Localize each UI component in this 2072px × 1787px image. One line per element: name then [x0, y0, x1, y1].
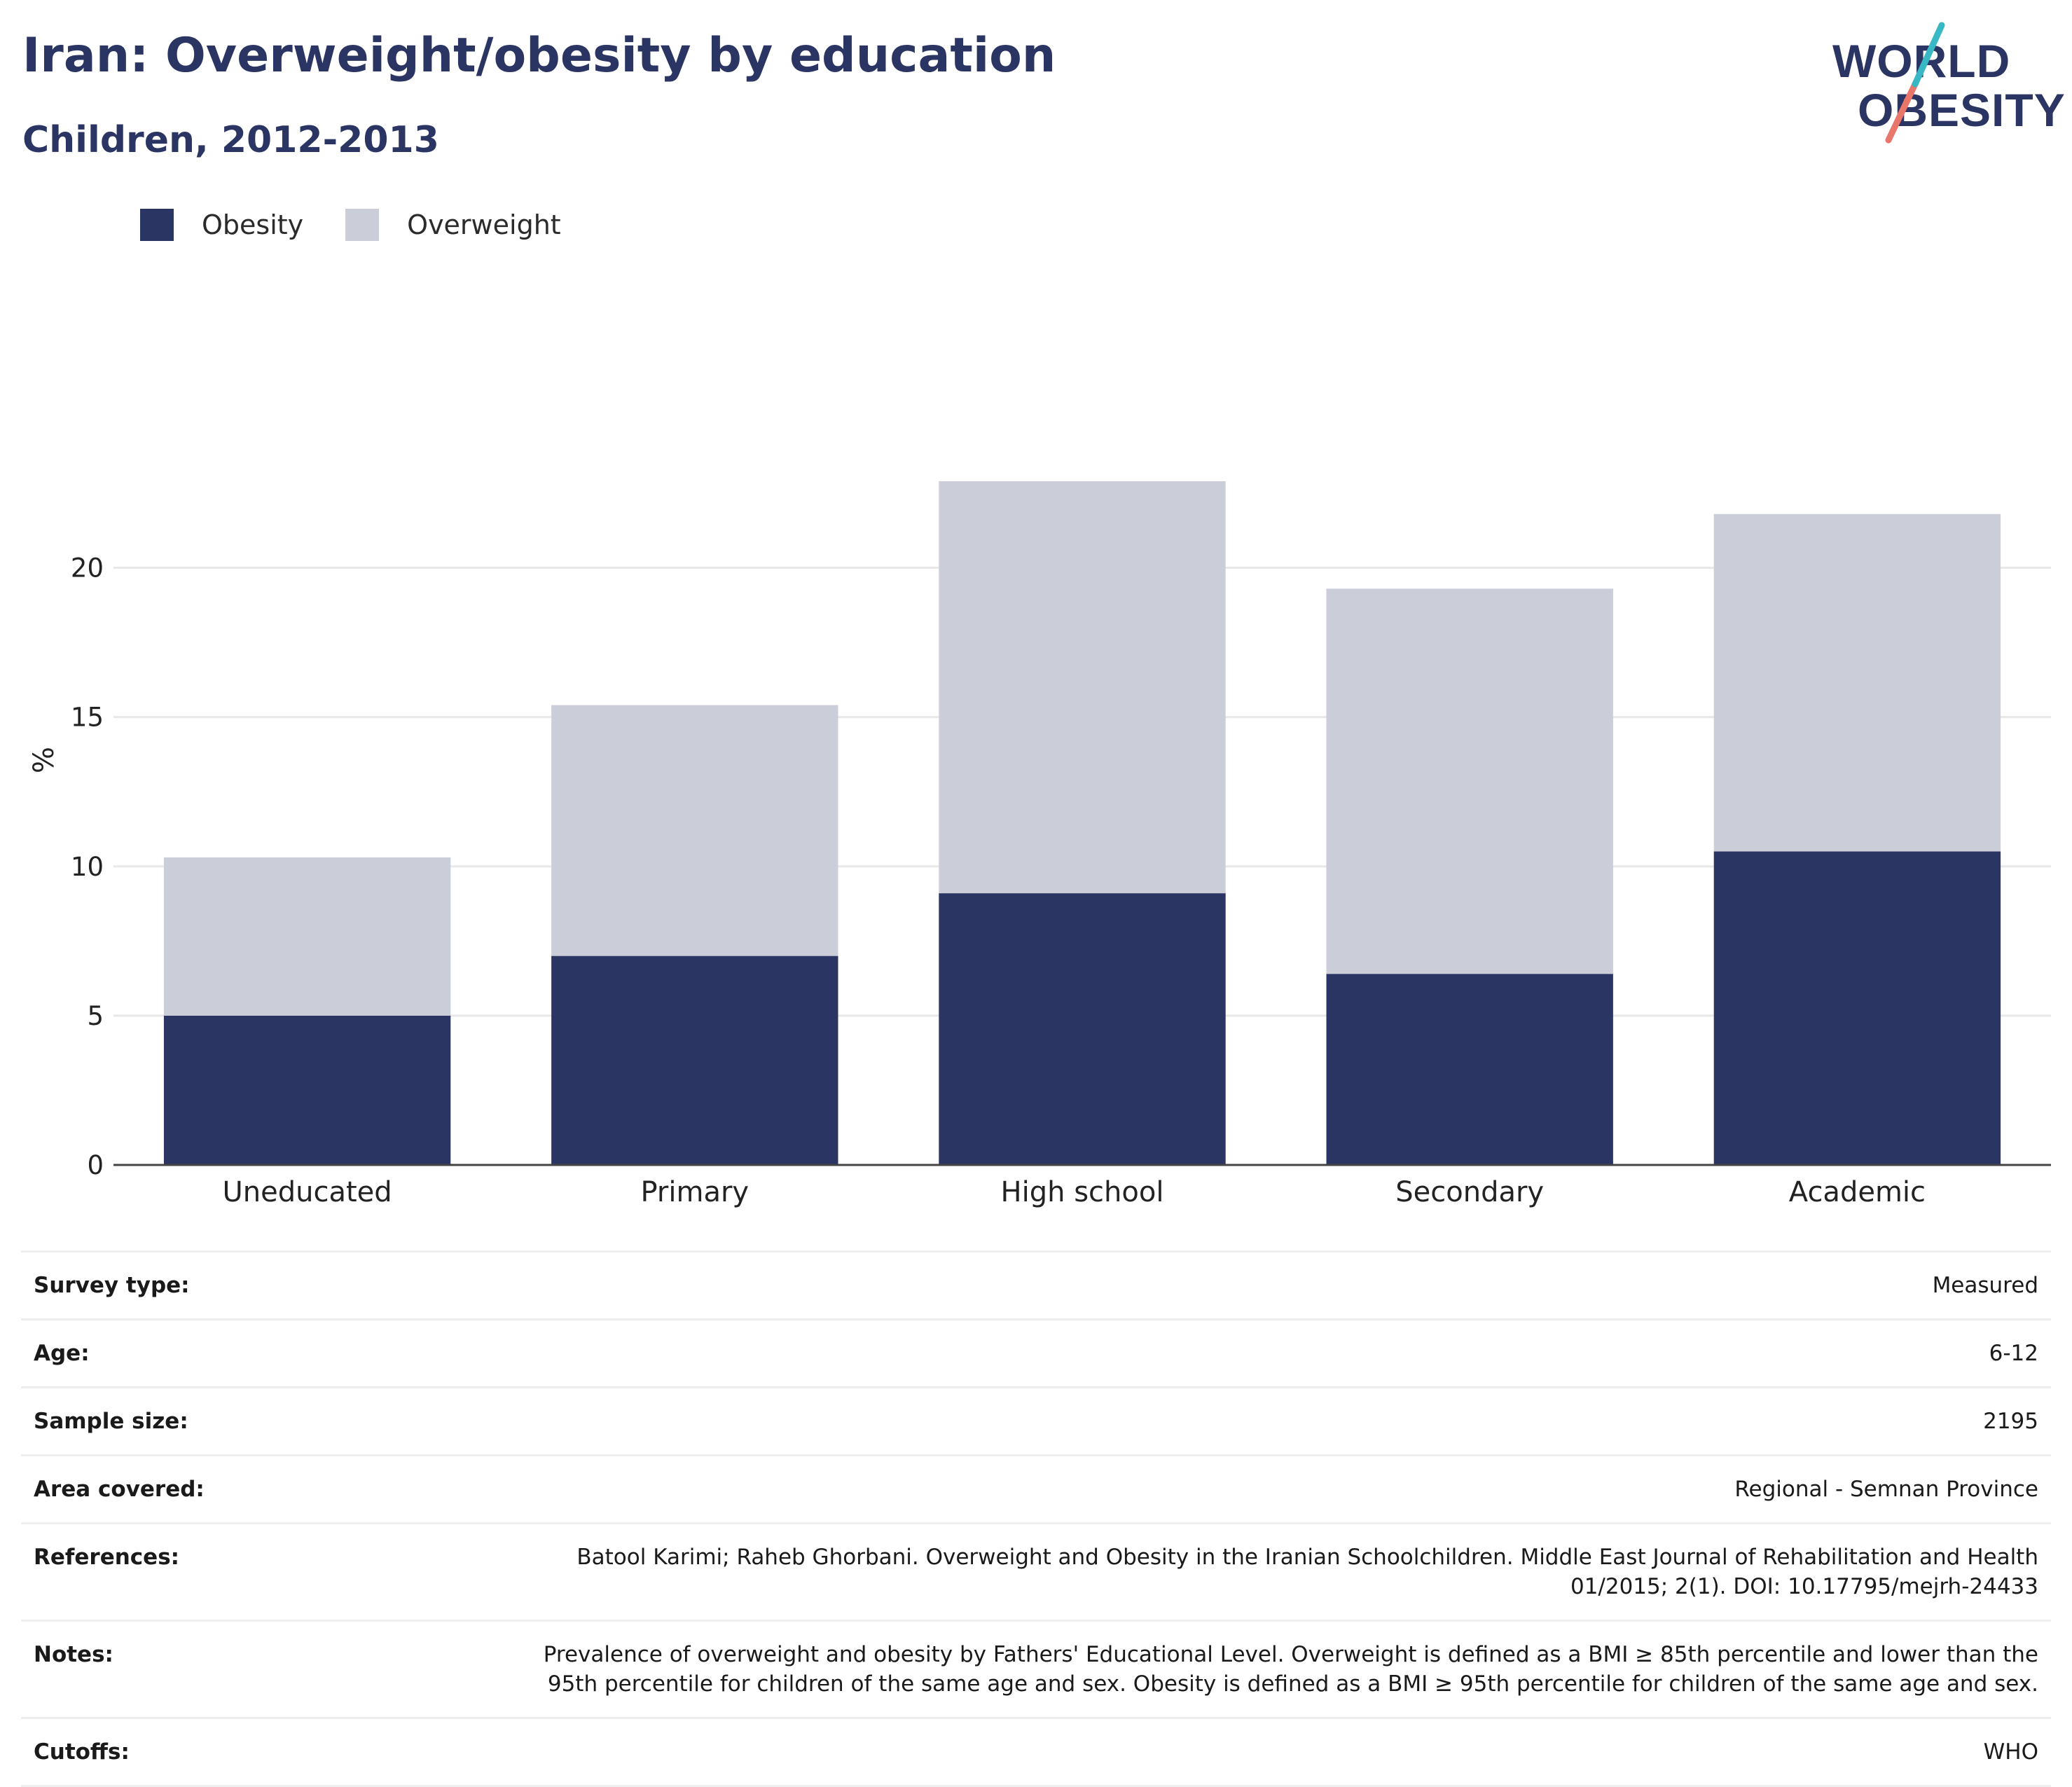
- legend-label-overweight: Overweight: [407, 209, 561, 240]
- bar-overweight[interactable]: [1326, 588, 1613, 974]
- info-row: Sample size: 2195: [21, 1387, 2051, 1456]
- world-obesity-logo: WORLD OBESITY: [1821, 21, 2065, 147]
- info-value: Prevalence of overweight and obesity by …: [543, 1642, 2038, 1697]
- info-row: Age: 6-12: [21, 1319, 2051, 1388]
- x-category-label: Secondary: [1395, 1176, 1544, 1208]
- info-value: 2195: [1983, 1409, 2038, 1434]
- bar-obesity[interactable]: [1713, 851, 2001, 1165]
- legend-swatch-overweight: [345, 209, 380, 241]
- bars: [163, 481, 2001, 1165]
- bar-obesity[interactable]: [939, 893, 1226, 1165]
- y-tick-label: 20: [71, 553, 104, 584]
- info-key: Sample size:: [34, 1409, 188, 1434]
- bar-obesity[interactable]: [551, 955, 838, 1165]
- legend-swatch-obesity: [140, 209, 174, 241]
- bar-overweight[interactable]: [163, 857, 451, 1016]
- info-key: Area covered:: [34, 1477, 205, 1502]
- info-row: References: Batool Karimi; Raheb Ghorbani…: [21, 1523, 2051, 1621]
- info-row: Cutoffs: WHO: [21, 1718, 2051, 1786]
- info-value: Measured: [1932, 1273, 2038, 1298]
- info-row: Area covered: Regional - Semnan Province: [21, 1455, 2051, 1524]
- stacked-bar-chart: 0 5 10 15 20 Uneducated Primary High school Sec…: [28, 481, 2051, 1208]
- x-category-label: Primary: [641, 1176, 750, 1208]
- y-axis-title: %: [28, 747, 60, 773]
- logo-slash-icon: [1885, 22, 1945, 144]
- info-key: Age:: [34, 1341, 90, 1366]
- y-tick-label: 10: [71, 852, 104, 882]
- x-category-labels: Uneducated Primary High school Secondary Aca…: [223, 1176, 1926, 1208]
- x-category-label: Uneducated: [223, 1176, 392, 1208]
- bar-overweight[interactable]: [939, 481, 1226, 894]
- chart-legend: Obesity Overweight: [140, 209, 603, 241]
- bar-overweight[interactable]: [551, 705, 838, 956]
- info-value: Regional - Semnan Province: [1734, 1477, 2038, 1502]
- info-key: Survey type:: [34, 1273, 190, 1298]
- y-tick-labels: 0 5 10 15 20: [71, 553, 104, 1181]
- info-key: References:: [34, 1545, 180, 1570]
- bar-overweight[interactable]: [1713, 513, 2001, 852]
- y-tick-label: 0: [87, 1150, 104, 1180]
- y-tick-label: 15: [71, 703, 104, 733]
- legend-item-overweight[interactable]: Overweight: [345, 209, 561, 241]
- info-key: Notes:: [34, 1642, 113, 1667]
- y-tick-label: 5: [87, 1001, 104, 1031]
- page-subtitle: Children, 2012-2013: [22, 119, 439, 161]
- bar-obesity[interactable]: [163, 1015, 451, 1165]
- info-value: WHO: [1983, 1739, 2038, 1765]
- survey-info-table: Survey type: Measured Age: 6-12 Sample size:…: [21, 1250, 2051, 1787]
- info-row: Notes: Prevalence of overweight and obesi…: [21, 1620, 2051, 1718]
- legend-label-obesity: Obesity: [202, 209, 304, 240]
- legend-item-obesity[interactable]: Obesity: [140, 209, 303, 241]
- page-title: Iran: Overweight/obesity by education: [22, 28, 1056, 83]
- bar-obesity[interactable]: [1326, 974, 1613, 1165]
- x-category-label: Academic: [1789, 1176, 1926, 1208]
- x-category-label: High school: [1001, 1176, 1164, 1208]
- info-row: Survey type: Measured: [21, 1251, 2051, 1320]
- info-value: Batool Karimi; Raheb Ghorbani. Overweigh…: [576, 1545, 2038, 1599]
- info-value: 6-12: [1989, 1341, 2038, 1366]
- info-key: Cutoffs:: [34, 1739, 130, 1765]
